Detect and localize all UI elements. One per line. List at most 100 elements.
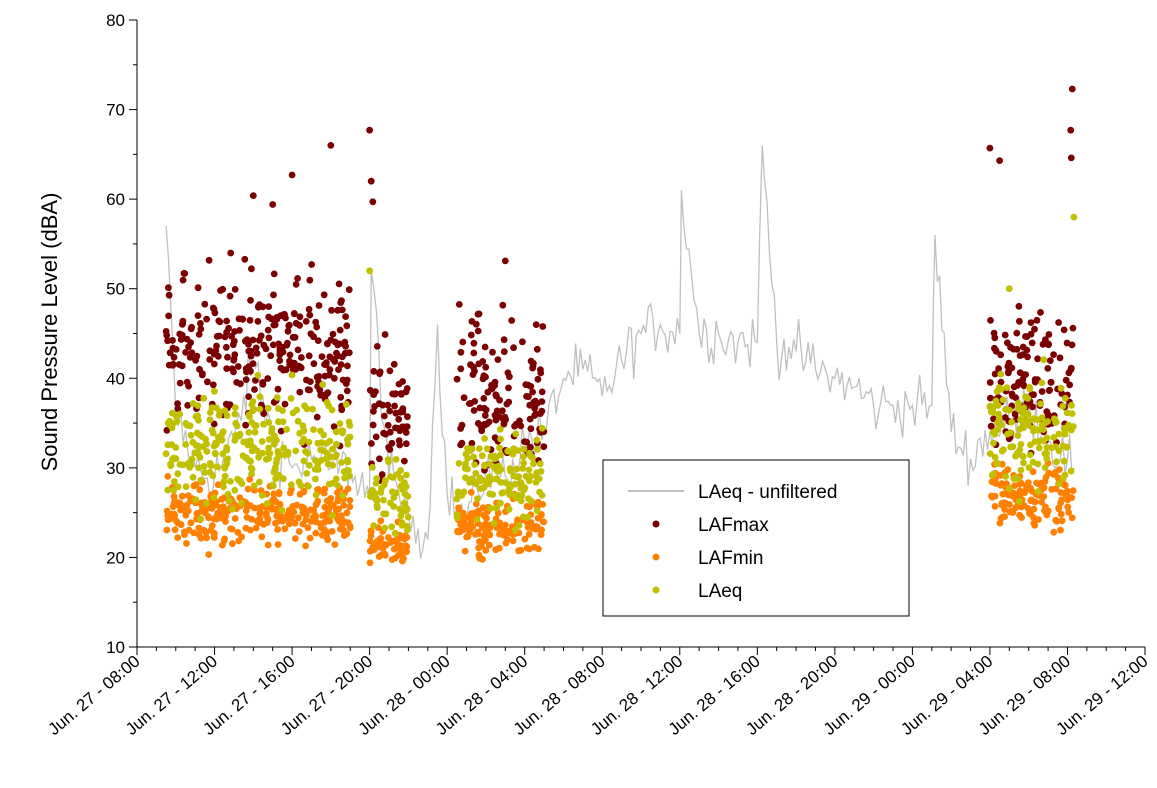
- data-point: [230, 368, 237, 376]
- data-point: [174, 483, 182, 491]
- data-point: [462, 450, 470, 458]
- data-point: [1031, 521, 1039, 529]
- data-point: [1041, 478, 1049, 485]
- data-point: [321, 372, 329, 380]
- data-point: [222, 343, 230, 351]
- data-point: [185, 382, 193, 390]
- data-point: [388, 556, 396, 563]
- data-point: [1040, 437, 1048, 444]
- data-point: [369, 198, 377, 206]
- data-point: [194, 412, 202, 420]
- data-point: [381, 412, 388, 420]
- data-point: [277, 427, 285, 435]
- data-point: [1022, 333, 1029, 340]
- data-point: [231, 486, 239, 494]
- data-point: [997, 351, 1005, 359]
- data-point: [1015, 404, 1022, 412]
- data-point: [300, 427, 308, 434]
- data-point: [1002, 473, 1009, 480]
- data-point: [284, 451, 292, 458]
- data-point: [197, 534, 205, 542]
- data-point: [174, 405, 182, 413]
- data-point: [402, 533, 410, 541]
- data-point: [385, 534, 392, 541]
- data-point: [332, 428, 340, 436]
- data-point: [1001, 499, 1008, 507]
- data-point: [1020, 404, 1028, 412]
- data-point: [391, 390, 399, 398]
- data-point: [174, 534, 182, 541]
- data-point: [510, 472, 518, 480]
- data-point: [292, 281, 300, 288]
- legend-label-1: LAFmax: [698, 515, 769, 536]
- data-point: [242, 454, 249, 461]
- data-point: [256, 393, 264, 400]
- data-point: [205, 551, 213, 558]
- data-point: [494, 467, 501, 475]
- data-point: [268, 425, 276, 432]
- data-point: [454, 514, 461, 521]
- data-point: [312, 475, 319, 483]
- data-point: [320, 291, 328, 299]
- data-point: [312, 518, 319, 526]
- data-point: [386, 367, 394, 375]
- data-point: [1001, 414, 1009, 421]
- data-point: [344, 458, 352, 466]
- data-point: [1020, 459, 1027, 467]
- data-point: [287, 481, 295, 489]
- data-point: [248, 419, 256, 426]
- data-point: [401, 500, 408, 507]
- data-point: [1019, 351, 1027, 359]
- data-point: [186, 422, 194, 430]
- data-point: [455, 301, 463, 308]
- data-point: [346, 496, 354, 504]
- data-point: [403, 543, 411, 550]
- data-point: [370, 367, 378, 375]
- data-point: [1008, 390, 1016, 398]
- data-point: [170, 353, 178, 361]
- data-point: [1057, 510, 1065, 518]
- data-point: [1029, 424, 1037, 432]
- data-point: [384, 401, 392, 409]
- data-point: [295, 528, 303, 535]
- data-point: [265, 303, 273, 310]
- data-point: [288, 371, 296, 379]
- data-point: [499, 489, 507, 496]
- data-point: [1003, 384, 1011, 391]
- data-point: [457, 348, 465, 356]
- legend-label-2: LAFmin: [698, 548, 763, 569]
- data-point: [386, 446, 394, 453]
- data-point: [249, 336, 257, 344]
- data-point: [1068, 410, 1076, 417]
- data-point: [1043, 444, 1051, 451]
- data-point: [474, 528, 481, 536]
- data-point: [1038, 421, 1046, 429]
- data-point: [1068, 401, 1075, 409]
- data-point: [343, 509, 351, 517]
- data-point: [243, 514, 251, 521]
- data-point: [399, 405, 407, 413]
- data-point: [505, 505, 513, 513]
- data-point: [401, 423, 409, 431]
- data-point: [254, 371, 262, 379]
- data-point: [194, 402, 202, 409]
- data-point: [476, 445, 483, 452]
- data-point: [343, 387, 351, 395]
- data-point: [991, 370, 999, 378]
- data-point: [497, 499, 504, 507]
- data-point: [291, 519, 299, 527]
- data-point: [470, 407, 478, 414]
- data-point: [484, 388, 492, 396]
- data-point: [529, 388, 536, 396]
- data-point: [330, 423, 338, 430]
- data-point: [468, 439, 476, 447]
- data-point: [1013, 382, 1021, 389]
- data-point: [997, 370, 1005, 378]
- data-point: [378, 471, 386, 478]
- data-point: [221, 472, 229, 480]
- data-point: [178, 492, 186, 500]
- data-point: [398, 390, 405, 398]
- data-point: [245, 347, 253, 355]
- data-point: [370, 522, 378, 529]
